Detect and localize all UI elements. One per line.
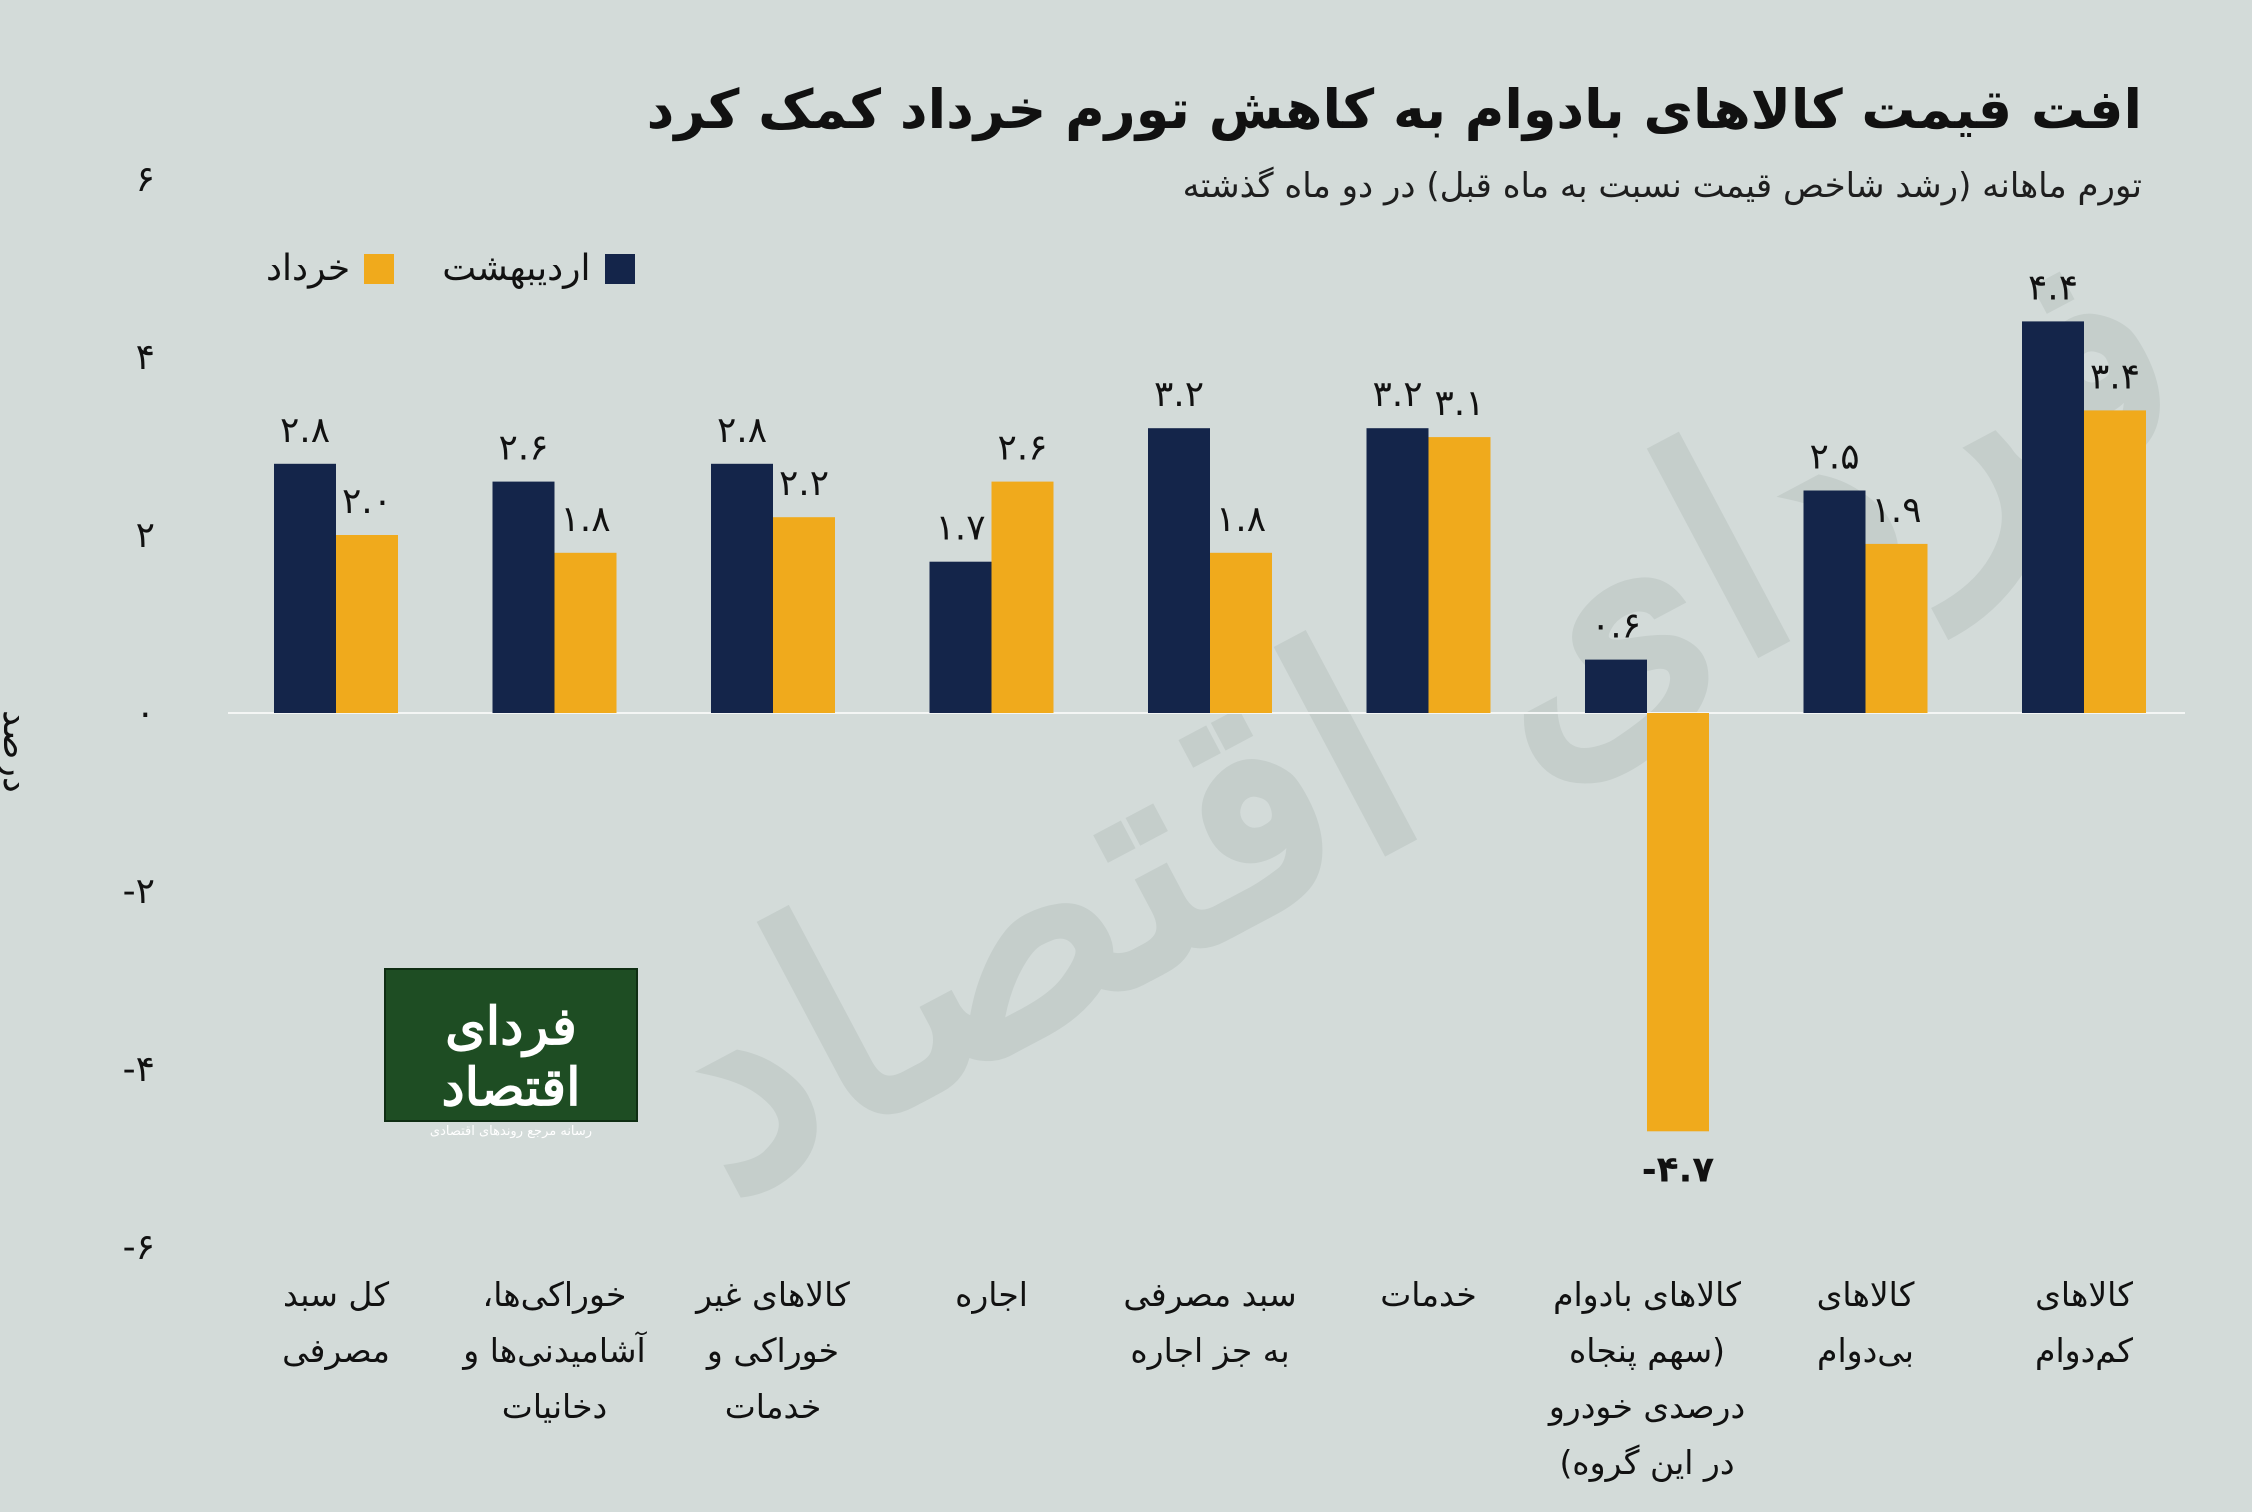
legend-item-ordibehesht: اردیبهشت [442,248,635,289]
brand-logo: فردای اقتصاد رسانه مرجع روندهای اقتصادی [384,968,638,1139]
bar-khordad [773,517,835,713]
bar-ordibehesht [1366,428,1429,713]
chart-subtitle: تورم ماهانه (رشد شاخص قیمت نسبت به ماه ق… [1182,166,2142,206]
x-tick-label: بی‌دوام [1817,1331,1914,1370]
legend-item-khordad: خرداد [266,248,395,289]
legend-label-khordad: خرداد [266,248,351,289]
data-label: ۲.۵ [1809,437,1859,478]
bar-ordibehesht [1585,659,1647,713]
x-tick-label: خوراکی‌ها، [483,1275,627,1314]
y-tick-label: ۰ [136,693,155,734]
legend-swatch-khordad [364,253,395,284]
x-tick-label: کالاهای بادوام [1553,1275,1741,1314]
y-tick-label: ۶ [136,159,155,200]
data-label: ۱.۸ [560,499,610,540]
data-label: ۰.۶ [1591,606,1641,647]
legend-label-ordibehesht: اردیبهشت [442,248,591,289]
y-tick-label: ۲ [136,515,155,556]
data-label: ۴.۴ [2028,267,2078,308]
x-tick-label: مصرفی [282,1331,390,1370]
data-label: ۲.۸ [717,410,767,451]
data-label: ۲.۸ [280,410,330,451]
y-tick-label: -۲ [123,871,155,912]
x-tick-label: در این گروه) [1559,1443,1734,1482]
y-axis-label: درصد [0,710,36,793]
data-label: -۴.۷ [1642,1149,1715,1190]
data-label: ۱.۷ [935,508,985,549]
bar-ordibehesht [274,463,336,713]
bar-ordibehesht [492,481,555,713]
x-tick-label: دخانیات [502,1387,607,1426]
data-label: ۱.۸ [1216,499,1266,540]
data-label: ۲.۶ [997,428,1047,469]
bar-khordad [1647,713,1709,1132]
x-tick-label: کل سبد [283,1275,389,1314]
x-tick-label: درصدی خودرو [1547,1387,1745,1426]
bar-ordibehesht [711,463,773,713]
logo-tagline: رسانه مرجع روندهای اقتصادی [429,1124,593,1139]
logo-name: فردای اقتصاد [441,996,581,1118]
legend-swatch-ordibehesht [604,253,635,284]
data-label: ۳.۲ [1372,374,1422,415]
bar-khordad [1428,437,1491,713]
x-tick-label: کالاهای [2035,1275,2133,1314]
x-tick-label: کالاهای غیر [694,1275,850,1314]
data-label: ۲.۲ [779,463,829,504]
bar-ordibehesht [2022,321,2084,713]
bar-ordibehesht [1803,490,1866,713]
data-label: ۲.۰ [342,481,392,522]
x-tick-label: سبد مصرفی [1123,1275,1296,1314]
bar-khordad [336,535,398,713]
data-label: ۳.۲ [1154,374,1204,415]
x-tick-label: خوراکی و [705,1331,839,1370]
bar-khordad [2084,410,2146,713]
data-label: ۲.۶ [498,428,548,469]
x-tick-label: خدمات [1380,1275,1477,1314]
x-tick-label: آشامیدنی‌ها و [461,1331,647,1370]
y-tick-label: -۴ [123,1049,155,1090]
bar-khordad [1865,543,1928,713]
bar-khordad [991,481,1054,713]
data-label: ۳.۱ [1434,383,1484,424]
x-tick-label: خدمات [725,1387,822,1426]
legend: اردیبهشت خرداد [266,248,635,289]
bar-khordad [554,552,617,713]
y-tick-label: ۴ [136,337,155,378]
x-tick-label: اجاره [955,1275,1028,1314]
data-label: ۳.۴ [2090,356,2140,397]
x-tick-label: (سهم پنجاه [1569,1331,1725,1370]
x-tick-label: به جز اجاره [1130,1331,1289,1370]
y-tick-label: -۶ [123,1227,155,1268]
x-tick-label: کم‌دوام [2035,1331,2133,1370]
bar-ordibehesht [1148,428,1210,713]
data-label: ۱.۹ [1871,490,1921,531]
x-tick-label: کالاهای [1817,1275,1915,1314]
bar-khordad [1210,552,1272,713]
bar-ordibehesht [929,561,992,713]
chart-title: افت قیمت کالاهای بادوام به کاهش تورم خرد… [646,78,2142,141]
